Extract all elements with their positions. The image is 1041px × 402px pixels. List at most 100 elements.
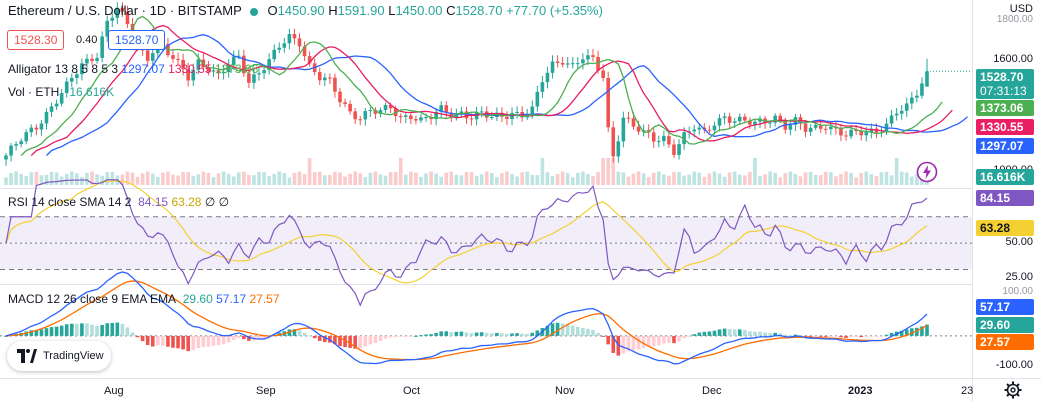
volume-bar (560, 171, 565, 185)
macd-histogram-bar (505, 333, 509, 336)
candle-body (287, 34, 292, 44)
macd-histogram-bar (550, 323, 555, 336)
currency-button[interactable]: USD (1009, 3, 1033, 15)
volume-bar (535, 175, 540, 185)
macd-histogram-bar (763, 332, 767, 336)
sell-price-button[interactable]: 1528.30 (7, 30, 65, 50)
volume-bar (120, 174, 125, 185)
candle-body (869, 128, 874, 133)
volume-bar (454, 174, 459, 185)
macd-histogram-bar (409, 335, 413, 337)
last-price-value: 1528.70 (980, 70, 1024, 84)
macd-histogram-bar (312, 335, 317, 339)
volume-bar (727, 172, 732, 185)
macd-histogram-bar (323, 335, 327, 343)
candle-body (383, 105, 388, 111)
candle-body (125, 11, 130, 24)
candle-body (24, 132, 29, 142)
macd-histogram-bar (231, 335, 236, 340)
macd-histogram-bar (464, 332, 469, 336)
volume-bar (166, 171, 170, 185)
macd-histogram-bar (383, 335, 388, 339)
candle-body (191, 69, 196, 81)
volume-bar (783, 173, 788, 185)
buy-price-button[interactable]: 1528.70 (108, 30, 166, 50)
candle-body (910, 97, 914, 104)
settings-gear-icon[interactable] (1004, 381, 1022, 399)
time-tick-oct: Oct (403, 385, 421, 397)
volume-bar (226, 173, 231, 185)
macd-histogram-bar (641, 335, 646, 348)
macd-histogram-bar (889, 332, 894, 336)
candle-body (727, 116, 732, 123)
volume-bar (545, 172, 550, 185)
candle-body (616, 141, 621, 157)
macd-signal-line (5, 280, 928, 361)
candle-body (9, 145, 13, 156)
volume-bar (540, 158, 545, 185)
macd-legend[interactable]: MACD 12 26 close 9 EMA EMA 29.60 57.17 2… (8, 292, 280, 306)
macd-histogram-bar (712, 330, 717, 336)
candle-body (388, 105, 393, 109)
volume-bar (768, 171, 772, 185)
volume-bar (656, 171, 661, 185)
volume-bar (484, 171, 489, 185)
volume-legend[interactable]: Vol · ETH 16.616K (8, 85, 114, 99)
volume-bar (601, 158, 605, 185)
candle-body (267, 59, 271, 71)
macd-histogram-bar (823, 335, 828, 337)
rsi-legend[interactable]: RSI 14 close SMA 14 2 84.15 63.28 ∅ ∅ (8, 195, 229, 209)
volume-bar (839, 173, 843, 185)
volume-bar (323, 175, 327, 185)
volume-bar (530, 174, 535, 185)
volume-bar (328, 174, 332, 185)
candle-body (788, 124, 793, 130)
candle-body (69, 77, 74, 82)
macd-histogram-bar (783, 334, 788, 336)
tradingview-watermark[interactable]: TradingView (7, 341, 111, 371)
volume-bar (687, 174, 691, 185)
macd-histogram-bar (737, 329, 742, 336)
candle-body (338, 91, 342, 103)
candle-body (894, 113, 899, 116)
volume-bar (550, 176, 555, 185)
macd-histogram-bar (510, 333, 514, 336)
volume-bar (606, 158, 610, 185)
macd-histogram-bar (115, 322, 120, 336)
volume-bar (176, 175, 180, 185)
ohlc-values: O1450.90 H1591.90 L1450.00 C1528.70 +77.… (264, 3, 603, 18)
macd-histogram-bar (818, 335, 823, 337)
candle-body (302, 46, 307, 57)
candle-body (358, 119, 363, 121)
volume-bar (424, 173, 428, 185)
volume-bar (915, 173, 919, 185)
volume-bar (449, 171, 454, 185)
volume-bar (510, 173, 514, 185)
macd-histogram-bar (788, 335, 793, 337)
volume-bar (611, 158, 616, 185)
candle-body (368, 110, 373, 112)
volume-bar (252, 175, 256, 185)
candle-body (226, 65, 231, 72)
macd-histogram-bar (667, 335, 671, 343)
candle-body (854, 129, 858, 132)
macd-histogram-bar (490, 333, 494, 336)
candle-body (682, 132, 686, 145)
lightning-alert-icon[interactable] (916, 161, 938, 183)
candle-body (707, 129, 712, 131)
volume-bar (312, 172, 317, 185)
volume-bar (717, 173, 722, 185)
alligator-legend[interactable]: Alligator 13 8 5 8 5 3 1297.07 1330.55 1… (8, 62, 258, 76)
candle-body (277, 47, 282, 50)
symbol-title[interactable]: Ethereum / U.S. Dollar · 1D · BITSTAMP (8, 3, 242, 18)
time-tick-aug: Aug (104, 385, 124, 397)
candle-body (44, 111, 49, 124)
macd-histogram-bar (697, 332, 702, 336)
volume-bar (100, 175, 104, 185)
alligator-lips-value: 1373.06 (214, 62, 259, 76)
volume-bar (236, 172, 241, 185)
volume-bar (242, 171, 246, 185)
volume-bar (216, 173, 221, 185)
candle-body (722, 116, 727, 119)
